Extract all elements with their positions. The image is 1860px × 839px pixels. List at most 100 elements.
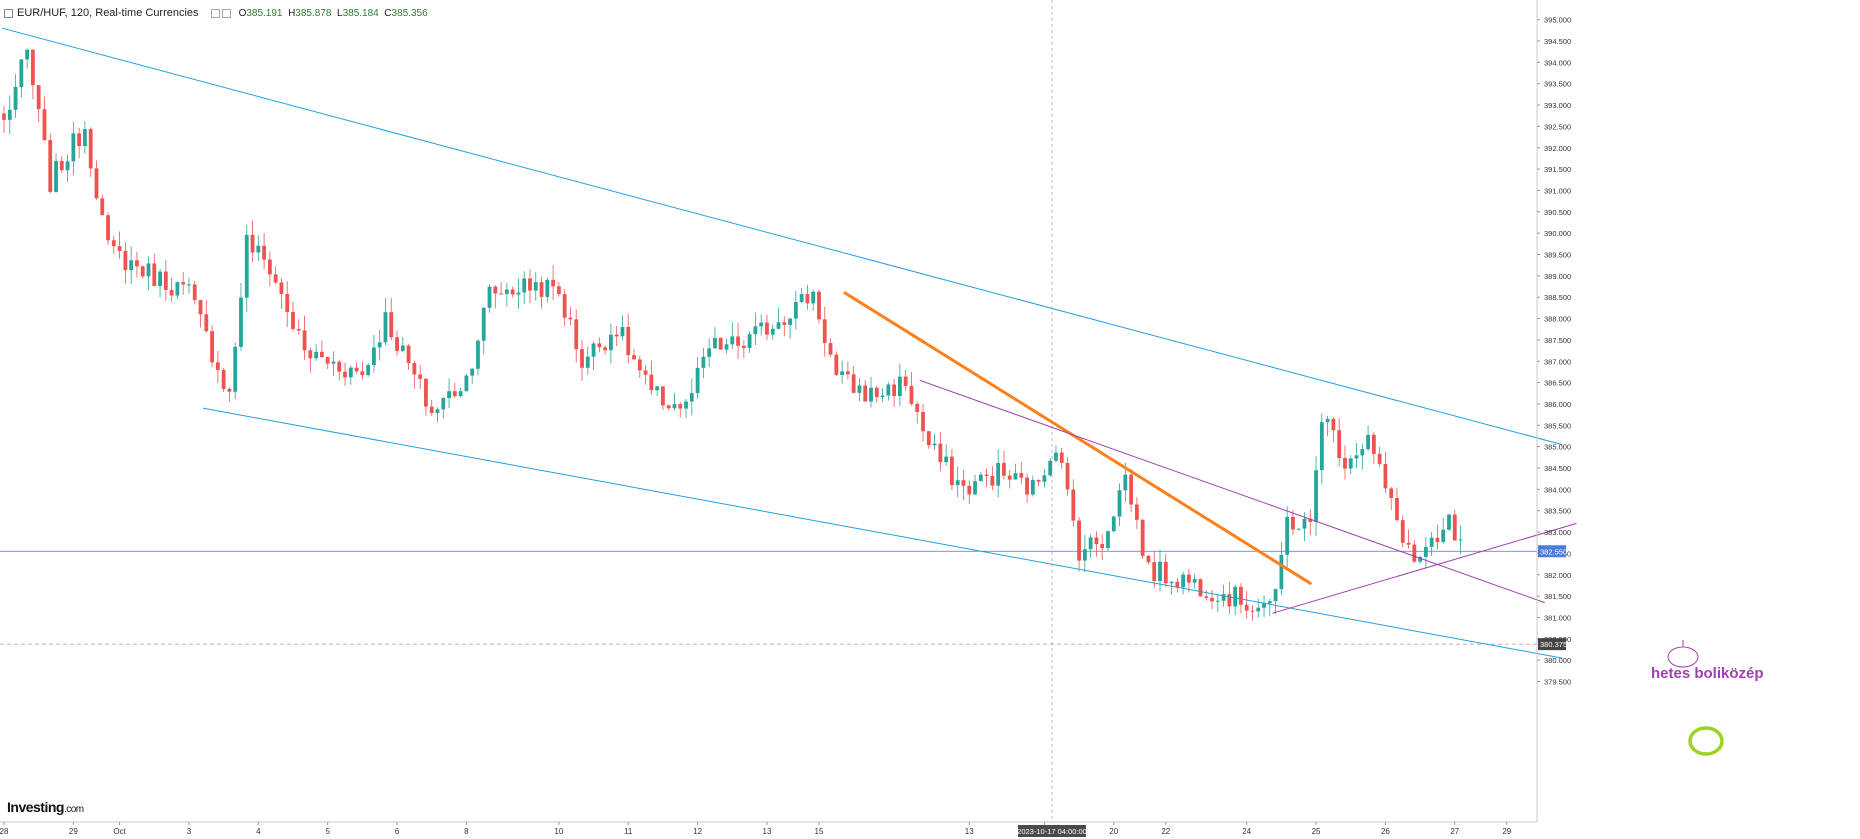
- date-tick-label: 5: [325, 827, 330, 836]
- price-tick-label: 386.500: [1544, 379, 1571, 388]
- collapse-icon[interactable]: [4, 8, 13, 18]
- price-tick-label: 387.500: [1544, 336, 1571, 345]
- candle: [198, 299, 203, 328]
- date-tick-label: 8: [464, 827, 469, 836]
- price-tick-label: 390.000: [1544, 229, 1571, 238]
- candle: [545, 277, 550, 303]
- candle: [1267, 599, 1272, 617]
- trendline-orange-downtrend[interactable]: [843, 291, 1312, 585]
- date-tick-label: 27: [1450, 827, 1459, 836]
- candle: [701, 347, 706, 379]
- candle: [19, 58, 24, 98]
- candle: [146, 256, 151, 291]
- candle: [741, 340, 746, 358]
- price-tick-label: 380.000: [1544, 656, 1571, 665]
- target-ellipse[interactable]: [1688, 726, 1724, 756]
- candle: [869, 376, 873, 408]
- candle: [643, 365, 648, 385]
- candle: [389, 297, 394, 341]
- investing-logo: Investing.com: [7, 799, 84, 815]
- price-tick-label: 390.500: [1544, 208, 1571, 217]
- candle: [1418, 555, 1422, 565]
- candle: [1019, 461, 1024, 484]
- trendline-channel-bottom[interactable]: [202, 407, 1563, 659]
- price-tick-label: 393.000: [1544, 101, 1571, 110]
- candle: [562, 289, 567, 327]
- candle: [163, 259, 168, 301]
- price-tick-label: 395.000: [1544, 16, 1571, 25]
- date-tick-label: 11: [624, 827, 633, 836]
- candle: [528, 269, 532, 303]
- price-tick-label: 381.000: [1544, 613, 1571, 622]
- candle: [13, 74, 18, 118]
- trendline-channel-top[interactable]: [1, 27, 1563, 446]
- candle: [747, 331, 752, 353]
- candle: [406, 344, 411, 370]
- candle: [1106, 530, 1110, 551]
- candle: [730, 322, 735, 349]
- candle: [932, 433, 937, 450]
- candle: [1314, 456, 1318, 536]
- candle: [724, 338, 729, 354]
- candle: [955, 466, 960, 498]
- candle: [476, 339, 480, 376]
- candle: [1036, 479, 1041, 487]
- candle: [331, 351, 336, 376]
- candle: [31, 49, 35, 100]
- candle: [609, 323, 613, 364]
- annotation-text[interactable]: hetes boliközép: [1651, 665, 1764, 682]
- candle: [487, 284, 492, 313]
- candle: [892, 378, 897, 407]
- candle: [1291, 509, 1295, 535]
- trendline-purple-lower[interactable]: [1272, 523, 1577, 614]
- candle: [880, 388, 885, 403]
- candle: [1273, 588, 1278, 615]
- candle: [1366, 425, 1370, 452]
- candle: [1077, 516, 1081, 572]
- candle: [65, 155, 70, 182]
- candle: [504, 282, 509, 307]
- candle: [1337, 418, 1342, 467]
- price-tick-label: 384.000: [1544, 485, 1571, 494]
- candle: [1279, 542, 1284, 595]
- candle: [221, 368, 226, 393]
- candle: [516, 278, 521, 309]
- candle: [441, 397, 446, 419]
- candle: [863, 380, 868, 402]
- candle: [649, 360, 654, 395]
- candle: [1285, 506, 1290, 569]
- candle: [308, 347, 313, 373]
- date-tick-label: 4: [256, 827, 261, 836]
- trendline-purple-upper[interactable]: [919, 379, 1545, 604]
- close-icon[interactable]: [221, 8, 231, 18]
- candle: [447, 378, 451, 408]
- candle: [1452, 509, 1457, 542]
- candle: [990, 466, 995, 491]
- settings-icon[interactable]: [210, 8, 220, 18]
- candle: [1233, 584, 1238, 616]
- weekly-mid-ellipse[interactable]: [1667, 646, 1699, 668]
- candle: [77, 127, 82, 159]
- candle: [770, 324, 775, 340]
- candle: [215, 350, 220, 384]
- candle: [377, 329, 382, 361]
- candle: [684, 399, 688, 418]
- candle: [250, 220, 255, 263]
- candle: [713, 327, 717, 349]
- symbol-title: EUR/HUF, 120, Real-time Currencies: [17, 7, 199, 19]
- candle: [1192, 573, 1197, 589]
- candle: [978, 472, 983, 482]
- price-tick-label: 392.500: [1544, 122, 1571, 131]
- price-tick-label: 383.500: [1544, 507, 1571, 516]
- candle: [926, 431, 931, 449]
- candle: [1100, 534, 1105, 561]
- candle: [1158, 549, 1162, 592]
- candle: [1181, 571, 1186, 595]
- date-tick-label: 3: [187, 827, 192, 836]
- candle: [1325, 415, 1330, 437]
- candle: [106, 212, 110, 246]
- price-tick-label: 388.500: [1544, 293, 1571, 302]
- candle: [493, 285, 498, 309]
- candle: [325, 356, 330, 369]
